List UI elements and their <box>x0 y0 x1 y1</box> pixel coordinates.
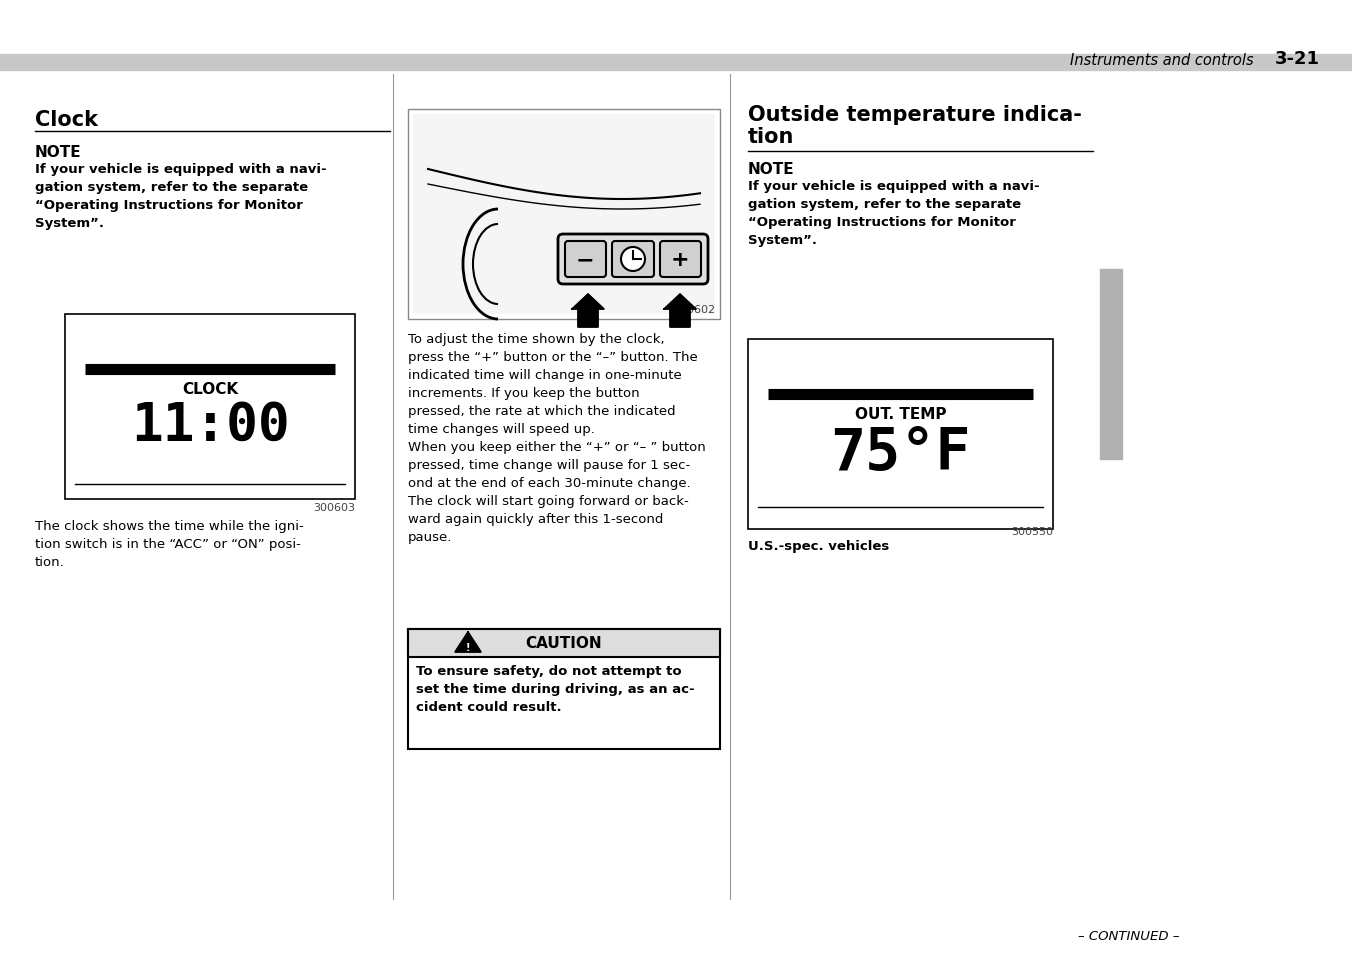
Text: tion: tion <box>748 127 795 147</box>
Text: OUT. TEMP: OUT. TEMP <box>854 407 946 421</box>
Text: NOTE: NOTE <box>35 145 81 160</box>
Polygon shape <box>572 294 604 328</box>
Polygon shape <box>664 294 696 328</box>
Text: If your vehicle is equipped with a navi-
gation system, refer to the separate
“O: If your vehicle is equipped with a navi-… <box>35 163 327 230</box>
Bar <box>1101 270 1122 459</box>
Text: The clock shows the time while the igni-
tion switch is in the “ACC” or “ON” pos: The clock shows the time while the igni-… <box>35 519 304 568</box>
Bar <box>408 110 721 319</box>
FancyBboxPatch shape <box>660 242 700 277</box>
Text: +: + <box>671 250 690 270</box>
Text: 3-21: 3-21 <box>1275 50 1320 68</box>
Text: CLOCK: CLOCK <box>183 381 238 396</box>
Text: Clock: Clock <box>35 110 97 130</box>
Text: – CONTINUED –: – CONTINUED – <box>1079 929 1180 942</box>
Text: 300603: 300603 <box>314 502 356 513</box>
Text: !: ! <box>465 642 470 652</box>
Bar <box>748 339 1053 530</box>
Polygon shape <box>456 633 481 652</box>
Bar <box>0 55 1352 71</box>
Circle shape <box>621 248 645 272</box>
Text: Outside temperature indica-: Outside temperature indica- <box>748 105 1082 125</box>
Bar <box>412 115 715 314</box>
Bar <box>65 314 356 499</box>
Text: NOTE: NOTE <box>748 162 795 177</box>
Text: 300550: 300550 <box>1011 526 1053 537</box>
FancyBboxPatch shape <box>612 242 654 277</box>
FancyBboxPatch shape <box>558 234 708 285</box>
Text: 75°F: 75°F <box>830 424 971 481</box>
Text: If your vehicle is equipped with a navi-
gation system, refer to the separate
“O: If your vehicle is equipped with a navi-… <box>748 180 1040 247</box>
Text: CAUTION: CAUTION <box>526 636 602 651</box>
Bar <box>408 629 721 658</box>
Text: To adjust the time shown by the clock,
press the “+” button or the “–” button. T: To adjust the time shown by the clock, p… <box>408 333 706 543</box>
Bar <box>408 629 721 749</box>
Text: 300602: 300602 <box>673 305 715 314</box>
FancyBboxPatch shape <box>565 242 606 277</box>
Text: Instruments and controls: Instruments and controls <box>1069 53 1259 68</box>
Text: To ensure safety, do not attempt to
set the time during driving, as an ac-
ciden: To ensure safety, do not attempt to set … <box>416 664 695 713</box>
Text: −: − <box>576 250 595 270</box>
Text: 11:00: 11:00 <box>131 399 289 452</box>
Text: U.S.-spec. vehicles: U.S.-spec. vehicles <box>748 539 890 553</box>
